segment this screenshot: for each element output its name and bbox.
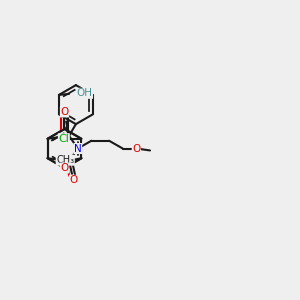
Text: OH: OH <box>76 88 93 98</box>
Text: CH₃: CH₃ <box>56 155 74 165</box>
Text: O: O <box>132 143 140 154</box>
Text: O: O <box>60 107 69 117</box>
Text: N: N <box>74 143 82 154</box>
Text: O: O <box>60 163 69 173</box>
Text: Cl: Cl <box>58 134 69 144</box>
Text: O: O <box>69 175 78 185</box>
